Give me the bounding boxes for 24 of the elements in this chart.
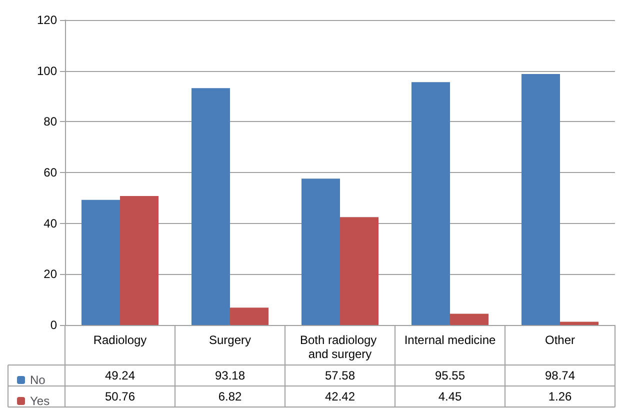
y-tick-label: 60 xyxy=(44,166,58,180)
data-label: 93.18 xyxy=(214,368,246,382)
data-label: 57.58 xyxy=(324,368,356,382)
x-tick-label: Internal medicine xyxy=(404,333,496,347)
legend-label: No xyxy=(30,373,46,387)
y-tick-label: 100 xyxy=(36,64,58,78)
data-label: 50.76 xyxy=(104,390,136,404)
data-label: 49.24 xyxy=(104,368,136,382)
x-tick-label: Surgery xyxy=(208,333,252,347)
data-label: 6.82 xyxy=(218,390,242,404)
data-label: 42.42 xyxy=(324,390,356,404)
legend-label: Yes xyxy=(30,394,50,408)
data-label: 4.45 xyxy=(438,390,462,404)
data-label: 95.55 xyxy=(434,368,466,382)
y-tick-label: 0 xyxy=(50,318,58,332)
y-tick-label: 80 xyxy=(44,114,58,129)
y-tick-label: 20 xyxy=(44,267,58,282)
data-label: 1.26 xyxy=(548,390,572,404)
x-tick-label: Radiology xyxy=(93,333,147,347)
y-tick-label: 40 xyxy=(44,216,58,230)
data-label: 98.74 xyxy=(544,368,576,382)
x-tick-label: Both radiology and surgery xyxy=(300,333,380,361)
x-tick-label: Other xyxy=(544,333,576,347)
y-tick-label: 120 xyxy=(36,13,58,27)
